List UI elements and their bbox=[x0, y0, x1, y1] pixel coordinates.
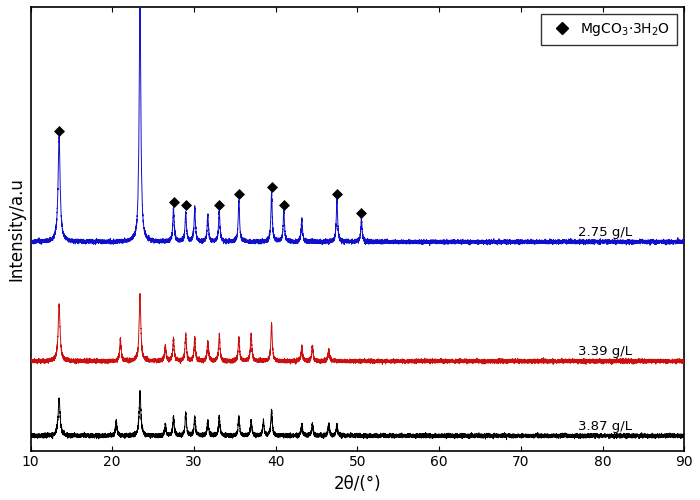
X-axis label: 2θ/(°): 2θ/(°) bbox=[334, 475, 382, 493]
Legend: MgCO$_3$$\cdot$3H$_2$O: MgCO$_3$$\cdot$3H$_2$O bbox=[541, 14, 678, 45]
Y-axis label: Intensity/a.u: Intensity/a.u bbox=[7, 177, 25, 281]
Text: 3.39 g/L: 3.39 g/L bbox=[578, 346, 632, 358]
Text: 3.87 g/L: 3.87 g/L bbox=[578, 420, 632, 433]
Text: 2.75 g/L: 2.75 g/L bbox=[578, 226, 632, 239]
